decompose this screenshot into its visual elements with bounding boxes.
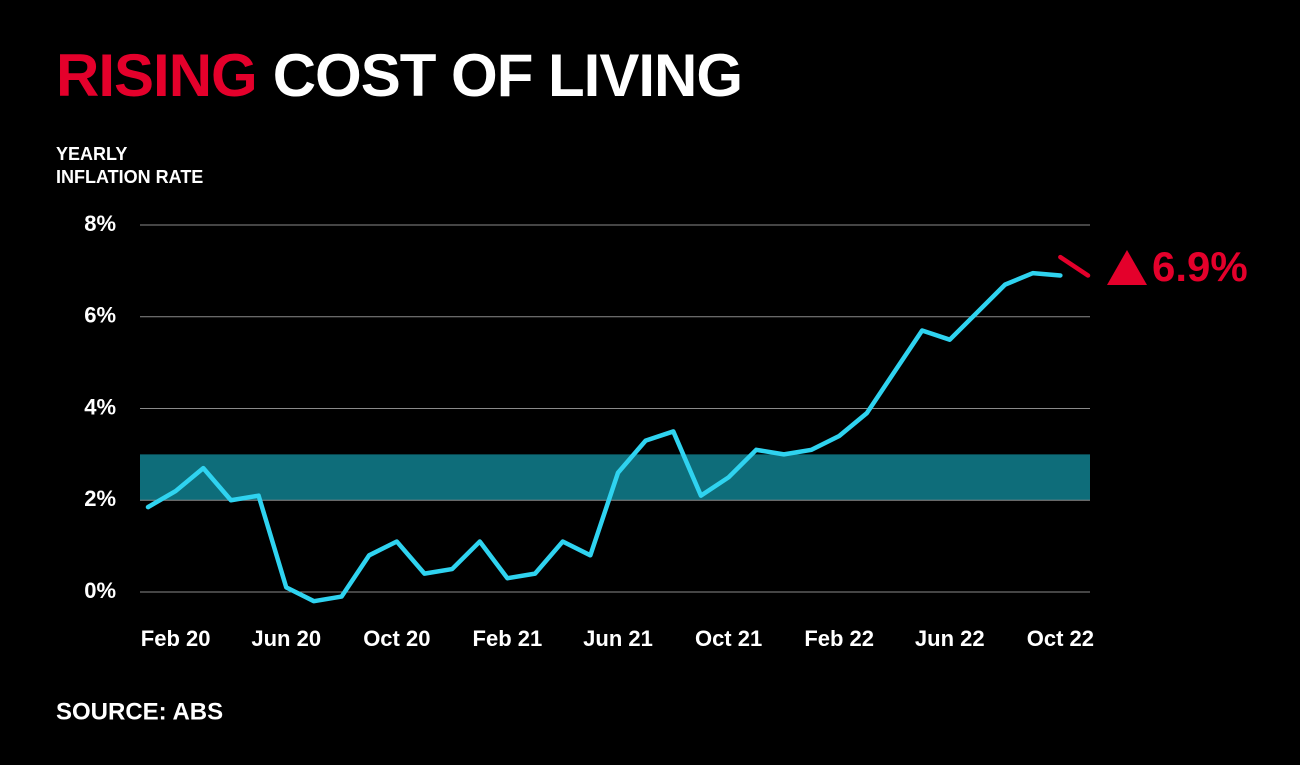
series-line: [1058, 254, 1091, 278]
y-tick-label: 0%: [84, 578, 116, 603]
title-main: COST OF LIVING: [273, 42, 742, 109]
x-tick-label: Oct 22: [1027, 626, 1094, 651]
series-line: [145, 270, 1063, 604]
x-tick-label: Jun 22: [915, 626, 985, 651]
annotation: 6.9%: [1152, 243, 1248, 290]
y-tick-label: 4%: [84, 394, 116, 419]
x-tick-label: Jun 20: [251, 626, 321, 651]
source-note: SOURCE: ABS: [56, 698, 223, 725]
up-arrow: [1107, 250, 1147, 285]
x-tick-label: Feb 20: [141, 626, 211, 651]
y-tick-label: 2%: [84, 486, 116, 511]
x-tick-label: Jun 21: [583, 626, 653, 651]
x-tick-label: Oct 20: [363, 626, 430, 651]
y-tick-label: 6%: [84, 303, 116, 328]
y-axis-label: INFLATION RATE: [56, 167, 203, 187]
y-axis-label: YEARLY: [56, 144, 127, 164]
x-tick-label: Oct 21: [695, 626, 762, 651]
chart-title: RISING COST OF LIVING: [56, 42, 742, 109]
x-tick-label: Feb 22: [804, 626, 874, 651]
y-tick-label: 8%: [84, 211, 116, 236]
x-tick-label: Feb 21: [473, 626, 543, 651]
title-highlight: RISING: [56, 42, 257, 109]
